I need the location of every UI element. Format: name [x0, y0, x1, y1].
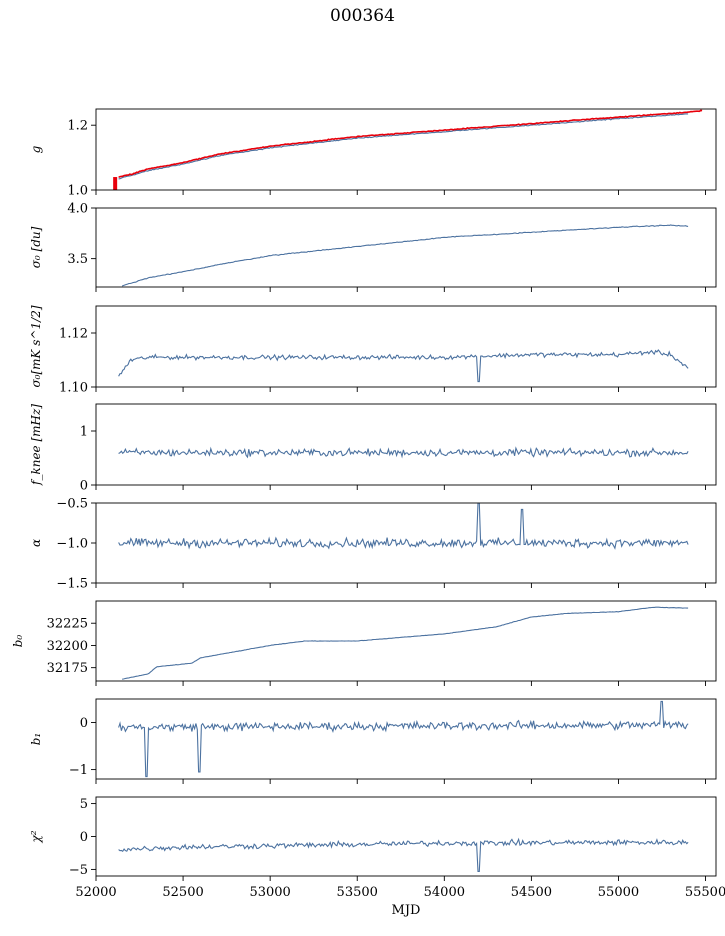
panel-b1: −1 0 b₁: [29, 698, 717, 784]
y-tick-label-alpha-0: −1.5: [56, 577, 88, 592]
x-axis-label: MJD: [392, 903, 421, 918]
y-tick-label-chi2-0: −5: [69, 863, 88, 878]
x-tick-label-1: 52500: [162, 885, 203, 900]
y-tick-label-sigma0-mk-0: 1.10: [59, 381, 88, 396]
panel-gain: 1.0 1.2 g: [29, 108, 717, 199]
panel-frame-b0: [95, 600, 717, 682]
y-tick-label-sigma0-du-0: 3.5: [67, 252, 88, 267]
y-tick-label-b1-1: 0: [80, 716, 88, 731]
y-tick-label-gain-0: 1.0: [67, 184, 88, 199]
panel-frame-gain: [95, 108, 717, 191]
y-tick-label-b0-2: 32225: [47, 617, 88, 632]
panel-alpha: −1.5 −1.0 −0.5 α: [29, 497, 717, 592]
panel-b0: 32175 32200 32225 b₀: [11, 600, 717, 686]
y-axis-label-alpha: α: [29, 539, 43, 547]
y-tick-label-alpha-1: −1.0: [56, 537, 88, 552]
panel-sigma0-mk: 1.10 1.12 σ₀[mK s^1/2]: [29, 305, 717, 396]
panel-frame-fknee: [95, 403, 717, 486]
y-axis-label-b1: b₁: [29, 733, 43, 746]
series-line-fknee-0: [118, 446, 689, 459]
x-tick-labels: 52000 52500 53000 53500 54000 54500 55000 55500: [75, 885, 725, 900]
y-axis-label-sigma0-mk: σ₀[mK s^1/2]: [29, 305, 43, 387]
x-tick-label-3: 53500: [337, 885, 378, 900]
y-tick-label-sigma0-du-1: 4.0: [67, 202, 88, 217]
series-line-alpha-0: [118, 503, 689, 550]
y-tick-label-gain-1: 1.2: [67, 119, 88, 134]
series-line-sigma0-du-0: [121, 224, 689, 287]
panel-frame-sigma0-mk: [95, 305, 717, 388]
y-tick-label-sigma0-mk-1: 1.12: [59, 327, 88, 342]
y-tick-label-alpha-2: −0.5: [56, 497, 88, 512]
y-tick-label-chi2-1: 0: [80, 830, 88, 845]
x-tick-label-2: 53000: [249, 885, 290, 900]
x-tick-label-6: 55000: [598, 885, 639, 900]
x-tick-label-0: 52000: [75, 885, 116, 900]
series-line-b1-0: [118, 700, 689, 778]
panel-sigma0-du: 3.5 4.0 σ₀ [du]: [29, 202, 717, 292]
panel-frame-chi2: [95, 796, 717, 877]
y-tick-label-fknee-1: 1: [80, 425, 88, 440]
y-axis-label-gain: g: [29, 145, 43, 153]
y-axis-label-chi2: χ²: [29, 830, 43, 843]
y-tick-label-b1-0: −1: [69, 763, 88, 778]
y-axis-label-sigma0-du: σ₀ [du]: [29, 226, 43, 268]
y-axis-label-b0: b₀: [11, 635, 25, 648]
y-axis-label-fknee: f_knee [mHz]: [29, 404, 43, 486]
y-tick-label-b0-1: 32200: [47, 639, 88, 654]
series-line-chi2-0: [118, 837, 689, 872]
y-tick-label-b0-0: 32175: [47, 661, 88, 676]
x-tick-label-5: 54500: [511, 885, 552, 900]
series-line-gain-0: [118, 113, 689, 180]
series-line-gain-1: [118, 109, 703, 179]
panel-frame-sigma0-du: [95, 207, 717, 288]
x-tick-label-7: 55500: [685, 885, 725, 900]
figure-title: 000364: [330, 6, 395, 26]
panel-chi2: −5 0 5 χ²: [29, 796, 717, 881]
y-tick-label-fknee-0: 0: [80, 479, 88, 494]
x-tick-label-4: 54000: [424, 885, 465, 900]
panel-fknee: 0 1 f_knee [mHz]: [29, 403, 717, 494]
panel-frame-b1: [95, 698, 717, 780]
series-line-sigma0-mk-0: [118, 349, 689, 383]
y-tick-label-chi2-2: 5: [80, 797, 88, 812]
series-line-b0-0: [122, 606, 689, 680]
